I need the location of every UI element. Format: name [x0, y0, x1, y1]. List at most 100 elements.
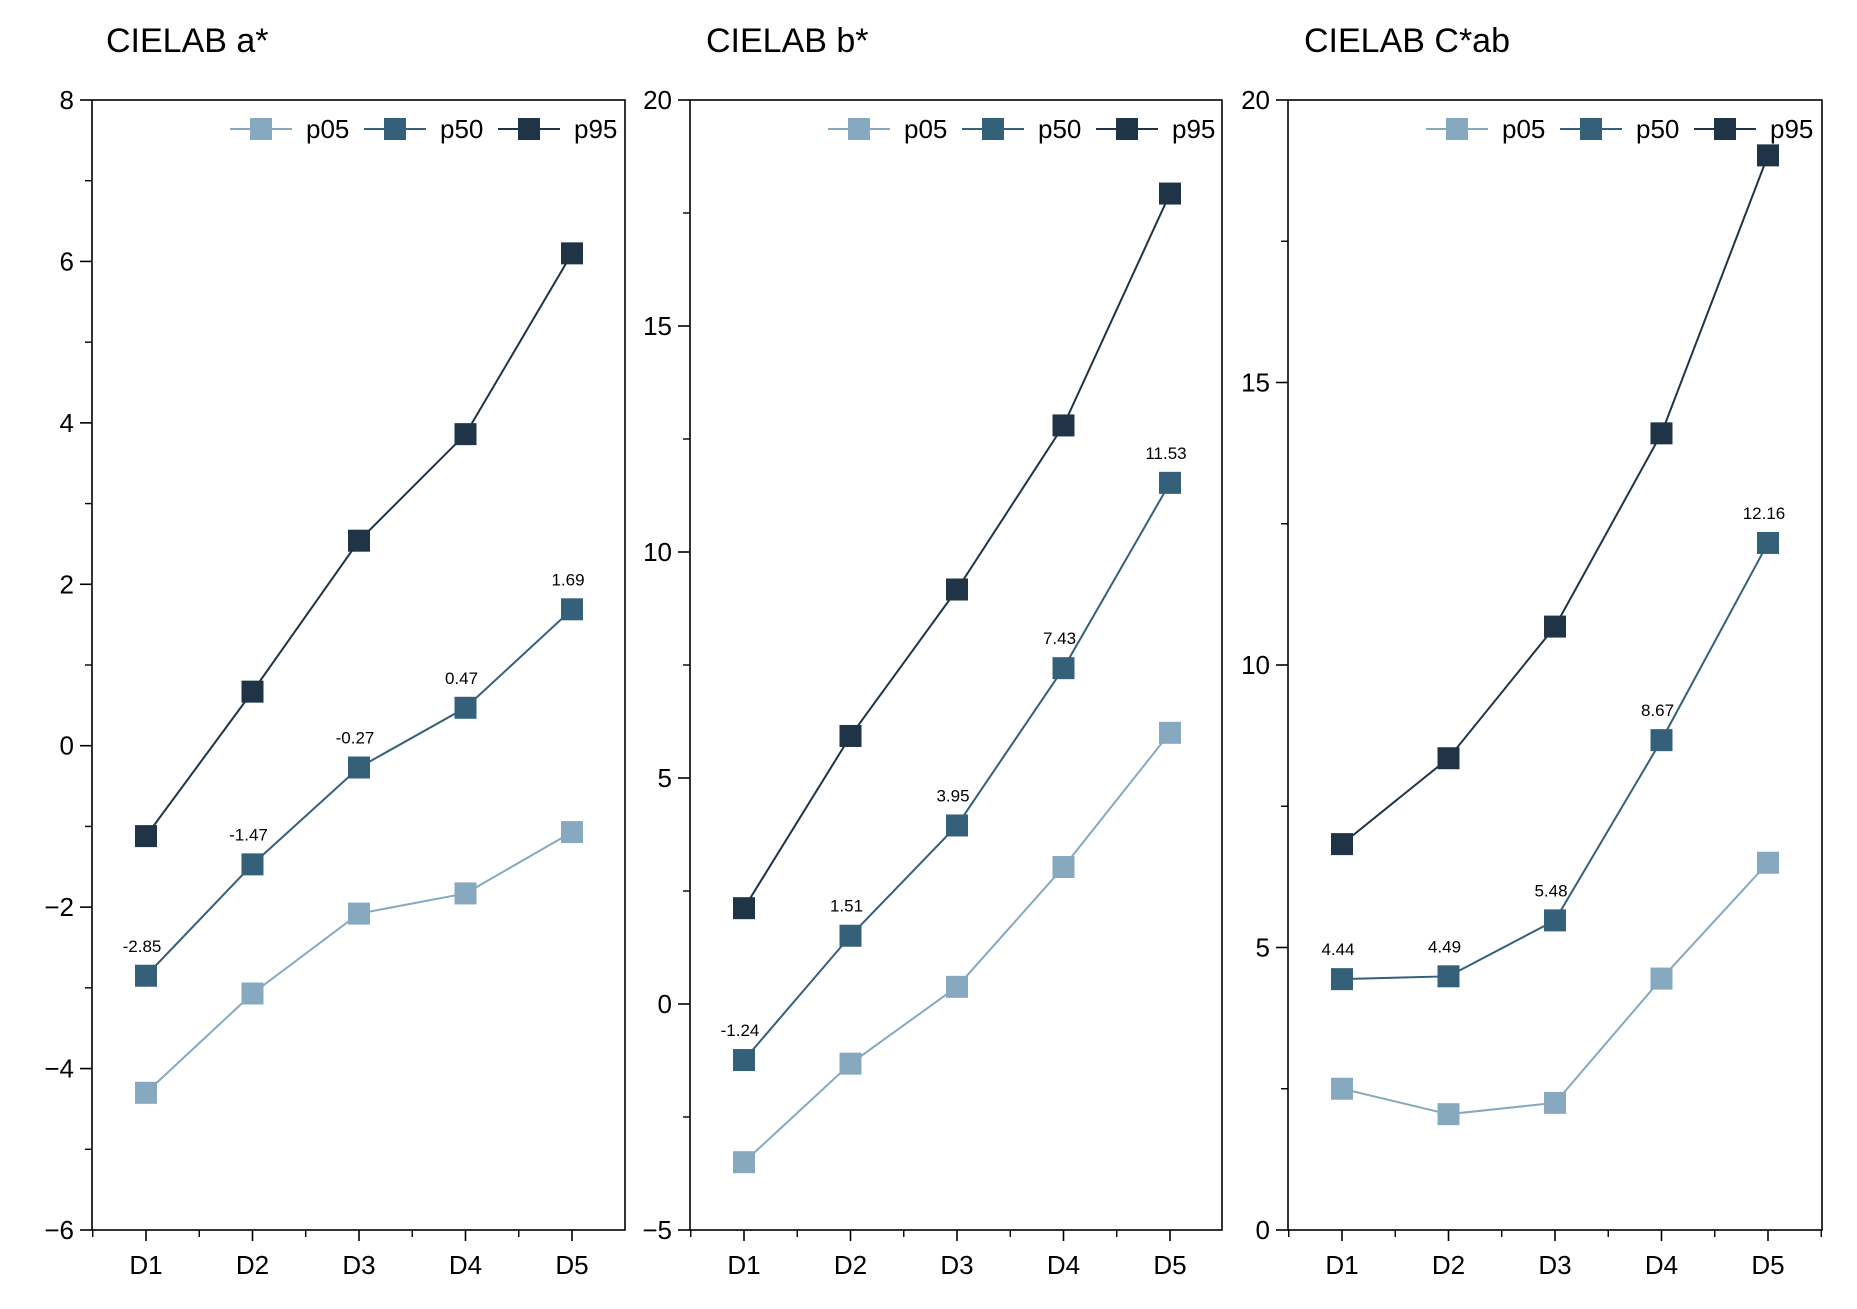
legend-label-p50: p50: [440, 114, 483, 144]
x-tick-label: D2: [834, 1250, 867, 1280]
data-point-p50: [454, 696, 477, 719]
data-point-p50: [241, 853, 264, 876]
y-tick-label: 8: [60, 85, 74, 115]
data-point-p95: [733, 897, 755, 920]
data-point-p05: [733, 1151, 755, 1174]
series-p95: [135, 242, 583, 848]
legend-marker-p95: [518, 118, 540, 140]
data-point-p95: [348, 529, 370, 552]
chart-title: CIELAB b*: [706, 22, 869, 60]
plot-frame: [689, 99, 1223, 1231]
data-point-p50: [1052, 657, 1075, 680]
series-line-p50: [743, 482, 1171, 1061]
legend-label-p95: p95: [1770, 114, 1813, 144]
chart-panel-3: CIELAB C*ab 0 5 10 15 20 D1 D2 D3 D4 D5 4.44 4.49 5.4…: [1241, 22, 1823, 1280]
data-point-p95: [561, 242, 583, 265]
data-label: 4.44: [1321, 940, 1354, 959]
data-point-p95: [1650, 422, 1673, 445]
x-tick-label: D3: [342, 1250, 375, 1280]
legend: p05 p50 p95: [1426, 114, 1813, 144]
legend-label-p50: p50: [1636, 114, 1679, 144]
series-p95: [733, 182, 1181, 920]
y-tick-label: 5: [658, 763, 672, 793]
data-point-p50: [1544, 909, 1566, 932]
chart-title: CIELAB C*ab: [1304, 22, 1510, 60]
series-line-p05: [1341, 862, 1769, 1116]
legend-label-p95: p95: [574, 114, 617, 144]
data-point-p95: [1159, 182, 1181, 205]
legend-marker-p50: [384, 118, 406, 140]
data-point-p50: [348, 756, 370, 779]
data-point-p05: [1544, 1091, 1566, 1114]
data-point-p95: [946, 578, 968, 601]
data-point-p05: [241, 982, 264, 1005]
data-point-p95: [1544, 615, 1566, 638]
series-p50: -2.85 -1.47 -0.27 0.47 1.69: [123, 570, 585, 987]
y-tick-label: 20: [643, 85, 672, 115]
data-point-p50: [733, 1049, 755, 1072]
data-point-p95: [1757, 144, 1779, 167]
chart-panel-1: CIELAB a* −6 −4 −2 0 2 4 6 8 D1 D2 D3 D4 D5 -2.85 -1.47…: [44, 22, 626, 1280]
legend: p05 p50 p95: [828, 114, 1215, 144]
data-point-p50: [1331, 968, 1353, 991]
legend-label-p95: p95: [1172, 114, 1215, 144]
plot-frame: [1287, 99, 1823, 1231]
data-point-p05: [1159, 721, 1181, 744]
data-label: 11.53: [1145, 444, 1186, 463]
y-tick-label: −4: [44, 1054, 74, 1084]
y-tick-label: 15: [643, 311, 672, 341]
data-label: -1.47: [229, 825, 268, 844]
data-label: -2.85: [123, 937, 162, 956]
x-tick-label: D5: [1153, 1250, 1186, 1280]
legend-marker-p50: [1580, 118, 1602, 140]
legend-marker-p95: [1714, 118, 1736, 140]
data-point-p05: [348, 902, 370, 925]
x-tick-label: D1: [1325, 1250, 1358, 1280]
x-tick-label: D5: [555, 1250, 588, 1280]
data-point-p05: [561, 821, 583, 844]
data-point-p05: [946, 975, 968, 998]
data-point-p95: [454, 423, 477, 446]
data-label: 8.67: [1641, 701, 1674, 720]
y-tick-label: 2: [60, 569, 74, 599]
x-tick-label: D4: [1645, 1250, 1678, 1280]
legend-label-p05: p05: [306, 114, 349, 144]
data-label: 7.43: [1043, 629, 1076, 648]
y-tick-label: −2: [44, 892, 74, 922]
legend-marker-p05: [848, 118, 870, 140]
y-tick-label: −6: [44, 1215, 74, 1245]
data-point-p95: [1437, 747, 1460, 770]
y-tick-label: 4: [60, 408, 74, 438]
data-point-p50: [135, 964, 157, 987]
data-label: 4.49: [1428, 937, 1461, 956]
x-tick-label: D3: [1538, 1250, 1571, 1280]
data-point-p05: [839, 1052, 862, 1075]
data-point-p50: [561, 598, 583, 621]
x-tick-label: D3: [940, 1250, 973, 1280]
x-tick-label: D4: [1047, 1250, 1080, 1280]
y-tick-label: 0: [1256, 1215, 1270, 1245]
y-tick-label: −5: [642, 1215, 672, 1245]
series-line-p05: [145, 831, 573, 1094]
data-label: 0.47: [445, 669, 478, 688]
data-point-p05: [1052, 856, 1075, 879]
data-label: 1.51: [830, 897, 863, 916]
legend: p05 p50 p95: [230, 114, 617, 144]
x-tick-label: D1: [129, 1250, 162, 1280]
x-tick-label: D2: [1432, 1250, 1465, 1280]
series-p50: -1.24 1.51 3.95 7.43 11.53: [721, 444, 1187, 1072]
data-point-p05: [454, 882, 477, 905]
y-tick-label: 6: [60, 246, 74, 276]
legend-marker-p95: [1116, 118, 1138, 140]
series-p95: [1331, 144, 1779, 856]
y-tick-label: 10: [643, 537, 672, 567]
series-p05: [135, 821, 583, 1104]
plot-frame: [91, 99, 626, 1231]
series-p05: [1331, 851, 1779, 1126]
x-tick-label: D1: [727, 1250, 760, 1280]
y-tick-label: 5: [1256, 933, 1270, 963]
data-point-p50: [839, 924, 862, 947]
chart-title: CIELAB a*: [106, 22, 269, 60]
chart-panel-2: CIELAB b* −5 0 5 10 15 20 D1 D2 D3 D4 D5 -1.24 1.51 3.…: [642, 22, 1223, 1280]
